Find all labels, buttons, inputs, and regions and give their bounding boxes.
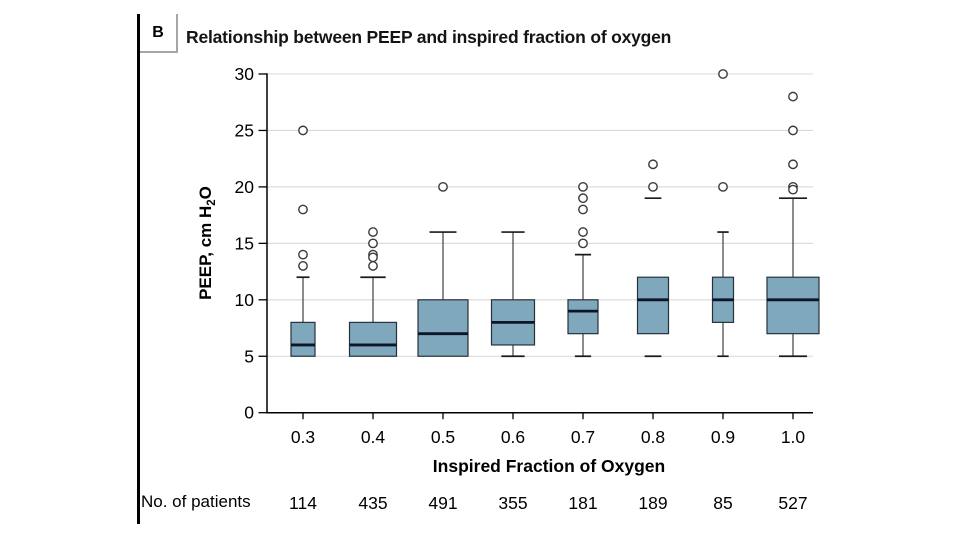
box-plot-0.5 <box>417 181 469 357</box>
y-tick-label: 25 <box>235 120 254 140</box>
patients-row-label: No. of patients <box>141 492 251 511</box>
outlier-point <box>788 184 798 195</box>
outlier-point <box>298 261 308 271</box>
patient-count: 527 <box>778 493 807 513</box>
outlier-point <box>298 204 308 215</box>
x-tick-label: 0.8 <box>641 427 665 447</box>
x-tick-label: 1.0 <box>781 427 806 447</box>
box-plot-0.8 <box>636 159 670 358</box>
outlier-point <box>788 159 798 170</box>
outlier-point <box>298 125 308 136</box>
outlier-point <box>578 227 588 237</box>
y-tick-label: 15 <box>235 233 254 253</box>
y-tick-label: 0 <box>244 403 254 423</box>
box-plot-0.9 <box>711 69 735 358</box>
iqr-box <box>290 321 316 357</box>
outlier-point <box>718 69 728 79</box>
y-tick-label: 20 <box>235 177 255 197</box>
x-axis-title: Inspired Fraction of Oxygen <box>432 456 666 476</box>
outlier-point <box>788 125 798 136</box>
box-plot-0.3 <box>290 125 316 357</box>
box-plot-1.0 <box>766 91 820 358</box>
panel-label-box: B <box>140 14 178 53</box>
y-axis-title-subscript: 2 <box>206 199 219 206</box>
patient-count: 491 <box>428 493 457 513</box>
x-tick-label: 0.9 <box>711 427 735 447</box>
box-plot-0.4 <box>348 227 398 357</box>
y-tick-label: 5 <box>244 346 254 366</box>
patient-count: 114 <box>289 493 317 513</box>
x-tick-label: 0.4 <box>361 427 386 447</box>
outlier-point <box>578 193 588 204</box>
x-tick-label: 0.5 <box>431 427 455 447</box>
panel-divider-line <box>137 14 140 524</box>
outlier-point <box>368 227 378 237</box>
x-tick-label: 0.7 <box>571 427 595 447</box>
box-plot-0.7 <box>567 181 599 358</box>
patient-count: 355 <box>498 493 527 513</box>
outlier-point <box>438 181 448 192</box>
iqr-box <box>417 299 469 357</box>
iqr-box <box>348 321 398 357</box>
x-tick-label: 0.6 <box>501 427 525 447</box>
iqr-box <box>636 276 670 335</box>
outlier-point <box>368 252 378 263</box>
figure-title: Relationship between PEEP and inspired f… <box>186 27 672 47</box>
outlier-point <box>578 204 588 215</box>
outlier-point <box>788 91 798 102</box>
y-tick-label: 30 <box>235 64 255 84</box>
patient-count: 181 <box>568 493 597 513</box>
outlier-point <box>368 261 378 271</box>
outlier-point <box>298 249 308 260</box>
outlier-point <box>578 181 588 192</box>
y-axis-title: PEEP, cm H2O <box>196 186 218 300</box>
outlier-point <box>648 181 658 192</box>
iqr-box <box>766 276 820 335</box>
patient-count: 435 <box>358 493 387 513</box>
outlier-point <box>718 181 728 192</box>
y-axis-title-text-end: O <box>195 186 215 200</box>
patient-count: 189 <box>638 493 667 513</box>
y-tick-label: 10 <box>235 290 255 310</box>
x-tick-label: 0.3 <box>291 427 315 447</box>
iqr-box <box>567 299 599 335</box>
box-plot-0.6 <box>490 231 536 358</box>
panel-label: B <box>152 23 164 41</box>
outlier-point <box>368 238 378 249</box>
outlier-point <box>648 159 658 170</box>
y-axis-title-text: PEEP, cm H <box>195 205 215 300</box>
outlier-point <box>578 238 588 249</box>
patient-count: 85 <box>713 493 732 513</box>
